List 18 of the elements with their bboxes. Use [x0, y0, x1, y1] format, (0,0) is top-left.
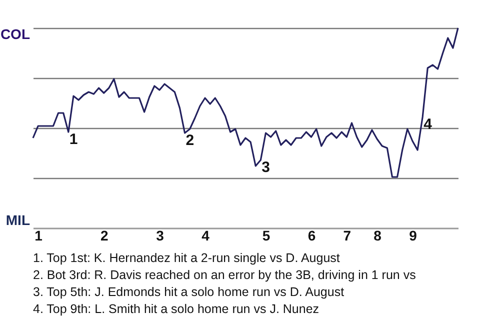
text: MIL	[6, 212, 30, 228]
x-tick-label: 3	[156, 228, 164, 244]
x-tick-label: 7	[343, 228, 352, 244]
x-tick-label: 4	[202, 228, 210, 244]
text: COL	[0, 26, 30, 42]
text: 1. Top 1st: K. Hernandez hit a 2-run single vs D. August	[33, 250, 341, 267]
text: 4. Top 9th: L. Smith hit a solo home run vs J. Nunez	[33, 301, 320, 318]
x-tick-label: 9	[409, 228, 418, 244]
x-tick-label: 2	[100, 228, 108, 244]
annotation: 1	[69, 131, 78, 148]
annotation: 2	[186, 132, 194, 149]
x-tick-label: 6	[308, 228, 316, 244]
x-tick-label: 1	[34, 228, 43, 244]
x-tick-label: 8	[374, 228, 382, 244]
annotation: 3	[262, 159, 270, 176]
x-tick-label: 5	[262, 228, 270, 244]
text: 3. Top 5th: J. Edmonds hit a solo home run vs D. August	[33, 284, 346, 301]
text: 2. Bot 3rd: R. Davis reached on an error by the 3B, driving in 1 run vs	[33, 267, 417, 284]
